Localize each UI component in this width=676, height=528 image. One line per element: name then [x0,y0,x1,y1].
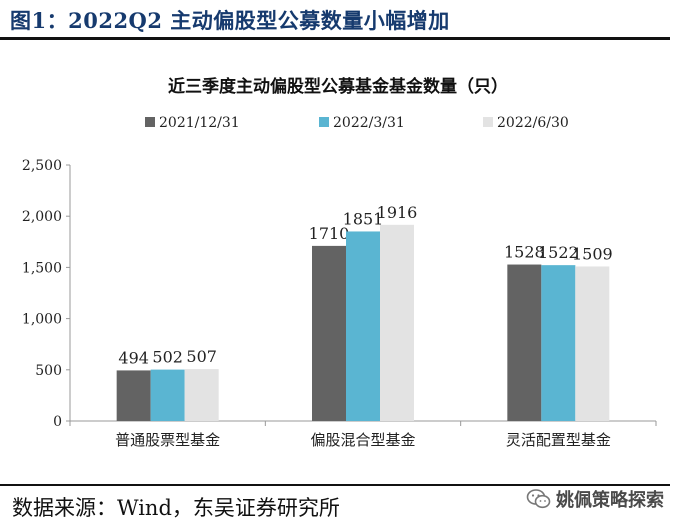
bar [575,266,610,421]
data-label: 1710 [309,224,350,243]
watermark: 姚佩策略探索 [526,486,664,512]
legend-label: 2021/12/31 [159,115,240,131]
bar [184,369,219,421]
bar [541,265,576,421]
source-note: 数据来源：Wind，东吴证券研究所 [12,496,340,520]
bottom-rule [0,484,670,486]
data-label: 1851 [343,209,384,228]
y-tick-label: 0 [53,414,62,430]
legend-swatch [145,117,155,127]
data-label: 502 [152,348,183,367]
category-label: 灵活配置型基金 [506,431,611,449]
y-tick-label: 500 [35,363,62,379]
bar [507,264,542,421]
bar [150,369,185,421]
y-tick-label: 1,500 [22,260,62,276]
watermark-text: 姚佩策略探索 [556,490,664,511]
wechat-icon [526,489,551,509]
y-tick-label: 2,500 [22,158,62,174]
data-label: 1916 [377,203,418,222]
category-label: 普通股票型基金 [115,431,220,449]
top-rule [0,37,670,40]
y-tick-label: 1,000 [22,312,62,328]
legend-label: 2022/3/31 [333,115,405,131]
bar [312,245,346,421]
legend-swatch [319,117,329,127]
data-label: 1528 [504,243,545,262]
data-label: 1509 [572,244,613,263]
bar [116,370,151,421]
legend-swatch [483,117,493,127]
bar [346,231,380,421]
category-label: 偏股混合型基金 [310,431,415,449]
y-tick-label: 2,000 [22,209,62,225]
data-label: 494 [118,348,149,367]
legend-label: 2022/6/30 [497,115,569,131]
bar [380,224,414,421]
chart-title: 近三季度主动偏股型公募基金基金数量（只） [168,77,508,97]
figure-title: 图1：2022Q2 主动偏股型公募数量小幅增加 [10,8,450,33]
bar-chart: 2021/12/31 2022/3/31 2022/6/30 0 500 1,000 1,5… [22,115,657,449]
data-label: 507 [186,347,217,366]
figure-header: 图1：2022Q2 主动偏股型公募数量小幅增加 [10,5,666,39]
data-label: 1522 [538,243,579,262]
